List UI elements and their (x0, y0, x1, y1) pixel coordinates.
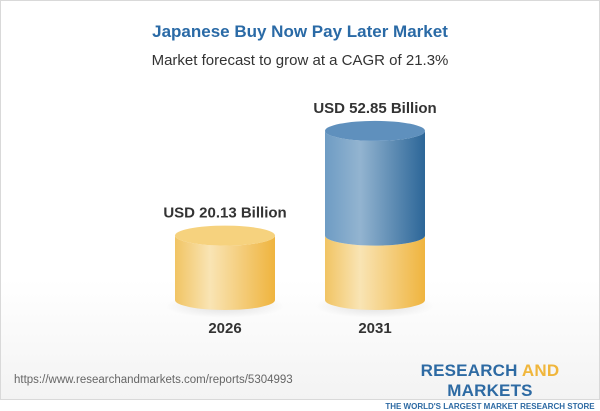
source-url[interactable]: https://www.researchandmarkets.com/repor… (14, 374, 293, 386)
chart-subtitle: Market forecast to grow at a CAGR of 21.… (151, 52, 449, 69)
chart-plot: USD 20.13 Billion USD 52.85 Billion 2026… (163, 100, 436, 337)
cylinder-top-2031 (325, 120, 425, 141)
data-label-2026: USD 20.13 Billion (163, 205, 286, 222)
x-tick-2026: 2026 (208, 320, 241, 337)
chart-title: Japanese Buy Now Pay Later Market (152, 22, 448, 41)
x-tick-2031: 2031 (358, 320, 391, 337)
cylinder-base-2026 (175, 235, 275, 310)
cylinder-top-2026 (175, 225, 275, 246)
data-label-2031: USD 52.85 Billion (313, 100, 436, 117)
research-and-markets-logo: RESEARCH AND MARKETS THE WORLD'S LARGEST… (384, 361, 596, 411)
cylinder-base-2031 (325, 235, 425, 310)
chart-frame (0, 0, 600, 400)
logo-tagline: THE WORLD'S LARGEST MARKET RESEARCH STOR… (385, 402, 595, 411)
cylinder-growth-2031 (325, 130, 425, 246)
logo-text-markets: MARKETS (447, 381, 533, 400)
logo-text-research: RESEARCH (420, 361, 522, 380)
logo-text-and: AND (521, 361, 560, 380)
